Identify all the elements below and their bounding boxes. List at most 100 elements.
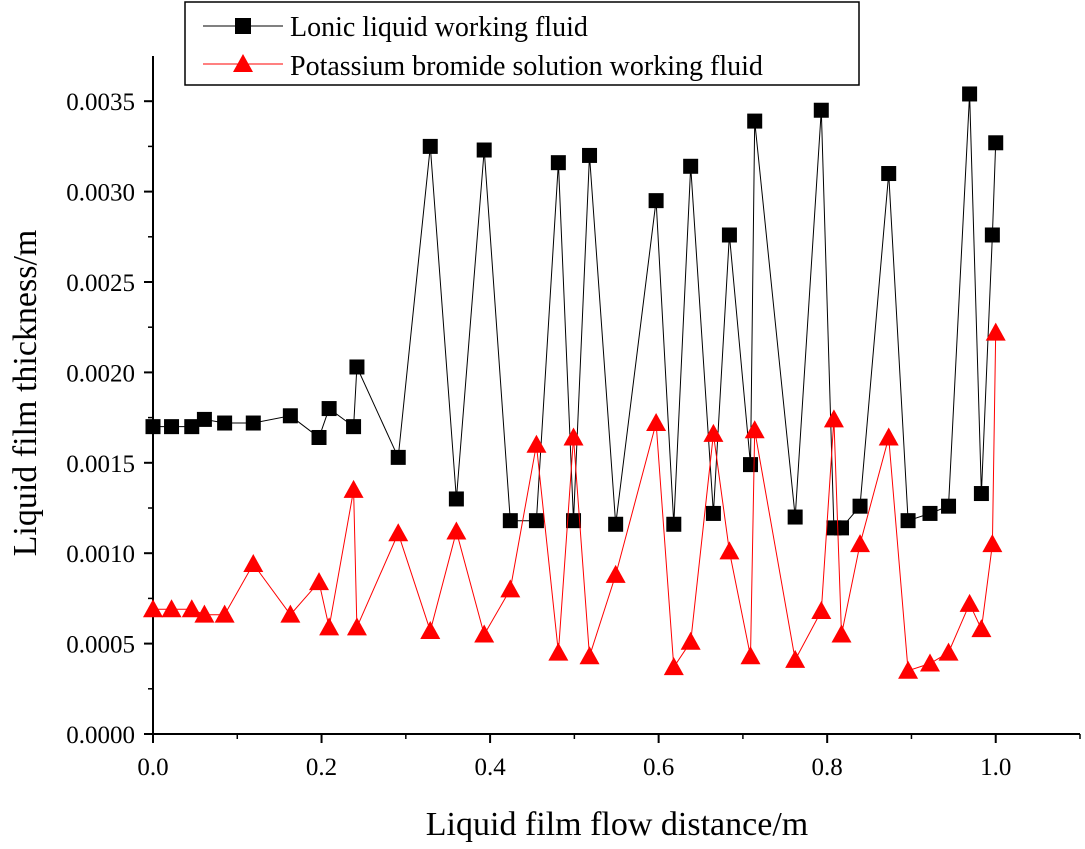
data-point-square	[245, 415, 261, 431]
data-point-square	[666, 516, 682, 532]
data-point-square	[582, 147, 598, 163]
axes	[152, 56, 1080, 735]
data-point-square	[973, 486, 989, 502]
data-point-square	[852, 498, 868, 514]
data-point-square	[349, 359, 365, 375]
x-tick-label: 0.6	[643, 754, 674, 781]
data-point-triangle	[740, 646, 761, 665]
data-point-triangle	[811, 601, 832, 620]
data-point-triangle	[548, 642, 569, 661]
data-point-triangle	[563, 427, 584, 446]
data-point-triangle	[194, 604, 215, 623]
data-point-square	[922, 505, 938, 521]
data-point-triangle	[680, 631, 701, 650]
legend-square-marker	[235, 18, 251, 34]
y-tick-label: 0.0000	[66, 722, 135, 749]
data-point-square	[145, 419, 161, 435]
data-point-square	[742, 457, 758, 473]
data-point-square	[550, 155, 566, 171]
data-point-square	[217, 415, 233, 431]
legend-label-kbr: Potassium bromide solution working fluid	[290, 51, 763, 82]
x-tick-label: 1.0	[980, 754, 1011, 781]
data-point-square	[311, 429, 327, 445]
data-point-triangle	[646, 413, 667, 432]
data-point-square	[900, 513, 916, 529]
data-point-square	[282, 408, 298, 424]
data-point-triangle	[605, 564, 626, 583]
data-point-triangle	[214, 604, 235, 623]
data-point-square	[984, 227, 1000, 243]
data-point-triangle	[526, 434, 547, 453]
legend-box	[184, 1, 860, 86]
data-point-triangle	[663, 657, 684, 676]
data-point-triangle	[850, 534, 871, 553]
data-point-triangle	[420, 620, 441, 639]
data-point-square	[476, 142, 492, 158]
legend-triangle-marker	[233, 54, 253, 72]
data-point-triangle	[280, 604, 301, 623]
data-point-triangle	[919, 653, 940, 672]
data-point-triangle	[831, 624, 852, 643]
legend: Lonic liquid working fluid Potassium bro…	[184, 1, 860, 86]
data-point-triangle	[579, 646, 600, 665]
data-point-square	[881, 166, 897, 182]
data-point-square	[566, 513, 582, 529]
data-point-square	[813, 102, 829, 118]
data-point-triangle	[446, 521, 467, 540]
data-point-triangle	[343, 479, 364, 498]
data-point-triangle	[982, 534, 1003, 553]
data-point-square	[184, 419, 200, 435]
x-tick-label: 0.2	[306, 754, 337, 781]
data-point-square	[321, 401, 337, 417]
y-tick-label: 0.0035	[66, 89, 135, 116]
data-point-square	[834, 520, 850, 536]
data-point-triangle	[959, 593, 980, 612]
legend-label-ionic: Lonic liquid working fluid	[290, 12, 588, 43]
data-point-square	[164, 419, 180, 435]
series-layer	[143, 86, 1006, 679]
data-point-square	[528, 513, 544, 529]
series-line	[153, 93, 997, 529]
data-point-square	[787, 509, 803, 525]
data-point-square	[608, 516, 624, 532]
data-point-square	[196, 411, 212, 427]
ticks	[144, 100, 1081, 743]
data-point-square	[747, 113, 763, 129]
data-point-triangle	[161, 599, 182, 618]
data-point-triangle	[823, 409, 844, 428]
data-point-triangle	[719, 541, 740, 560]
data-point-triangle	[388, 523, 409, 542]
y-tick-label: 0.0005	[66, 632, 135, 659]
series-0	[145, 86, 1004, 536]
x-tick-label: 0.8	[812, 754, 843, 781]
y-axis-title: Liquid film thickness/m	[7, 230, 44, 557]
data-point-triangle	[938, 642, 959, 661]
data-point-triangle	[319, 617, 340, 636]
x-tick-label: 0.4	[474, 754, 506, 781]
data-point-triangle	[971, 619, 992, 638]
data-point-triangle	[744, 420, 765, 439]
data-point-triangle	[309, 572, 330, 591]
x-axis-title: Liquid film flow distance/m	[426, 806, 808, 843]
tick-labels: 0.0 0.2 0.4 0.6 0.8 1.0 0.0000 0.0005 0.0010 0.00…	[66, 89, 1011, 781]
data-point-square	[390, 449, 406, 465]
y-tick-label: 0.0030	[66, 180, 135, 207]
data-point-triangle	[474, 624, 495, 643]
data-point-triangle	[346, 617, 367, 636]
data-point-square	[962, 86, 978, 102]
data-point-triangle	[143, 599, 163, 618]
y-tick-label: 0.0025	[66, 270, 135, 297]
y-tick-label: 0.0015	[66, 451, 135, 478]
data-point-square	[648, 193, 664, 209]
data-point-triangle	[898, 660, 919, 679]
data-point-triangle	[703, 423, 724, 442]
data-point-triangle	[181, 599, 202, 618]
x-tick-label: 0.0	[137, 754, 168, 781]
data-point-square	[941, 498, 957, 514]
data-point-square	[502, 513, 518, 529]
data-point-triangle	[243, 554, 264, 573]
data-point-square	[448, 491, 464, 507]
y-tick-label: 0.0010	[66, 541, 135, 568]
data-point-square	[683, 158, 699, 174]
